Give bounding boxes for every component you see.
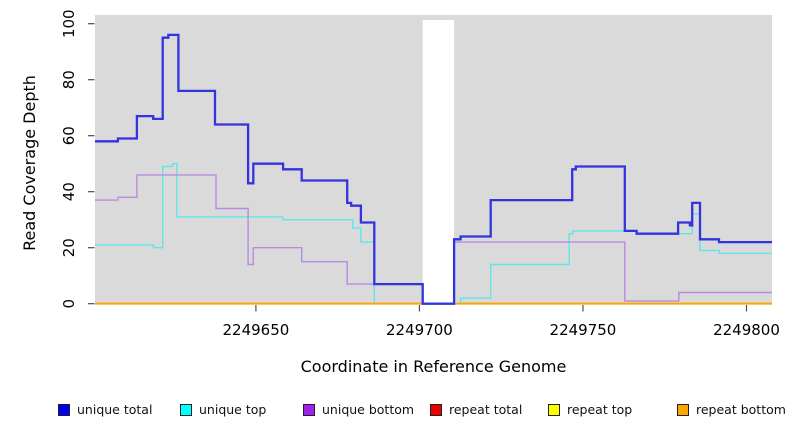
repeat-top-swatch-icon xyxy=(548,404,560,416)
legend-item-unique-top: unique top xyxy=(180,398,266,422)
legend-item-repeat-total: repeat total xyxy=(430,398,522,422)
y-axis-title: Read Coverage Depth xyxy=(20,75,39,251)
x-tick-label: 2249700 xyxy=(386,321,453,339)
coverage-gap-band xyxy=(422,20,455,305)
legend-item-repeat-bottom: repeat bottom xyxy=(677,398,786,422)
legend-item-repeat-top: repeat top xyxy=(548,398,632,422)
x-tick-label: 2249800 xyxy=(713,321,780,339)
series-unique-bottom xyxy=(95,174,772,305)
series-unique-total xyxy=(95,33,772,305)
legend-label: unique top xyxy=(199,401,267,417)
unique-bottom-swatch-icon xyxy=(303,404,315,416)
legend-label: repeat total xyxy=(449,401,523,417)
y-tick-label: 20 xyxy=(60,238,78,257)
legend-label: repeat top xyxy=(567,401,633,417)
x-tick-label: 2249750 xyxy=(550,321,617,339)
repeat-total-swatch-icon xyxy=(430,404,442,416)
x-axis-title: Coordinate in Reference Genome xyxy=(301,357,567,376)
legend: unique total unique top unique bottom re… xyxy=(0,398,792,424)
unique-total-swatch-icon xyxy=(58,404,70,416)
y-tick-label: 80 xyxy=(60,70,78,89)
y-tick-label: 40 xyxy=(60,182,78,201)
legend-label: unique bottom xyxy=(322,401,415,417)
legend-label: unique total xyxy=(77,401,153,417)
x-tick-label: 2249650 xyxy=(223,321,290,339)
legend-label: repeat bottom xyxy=(696,401,786,417)
y-tick-label: 60 xyxy=(60,126,78,145)
legend-item-unique-total: unique total xyxy=(58,398,152,422)
legend-item-unique-bottom: unique bottom xyxy=(303,398,414,422)
repeat-bottom-swatch-icon xyxy=(677,404,689,416)
unique-top-swatch-icon xyxy=(180,404,192,416)
y-tick-label: 0 xyxy=(60,299,78,309)
y-tick-label: 100 xyxy=(60,9,78,38)
